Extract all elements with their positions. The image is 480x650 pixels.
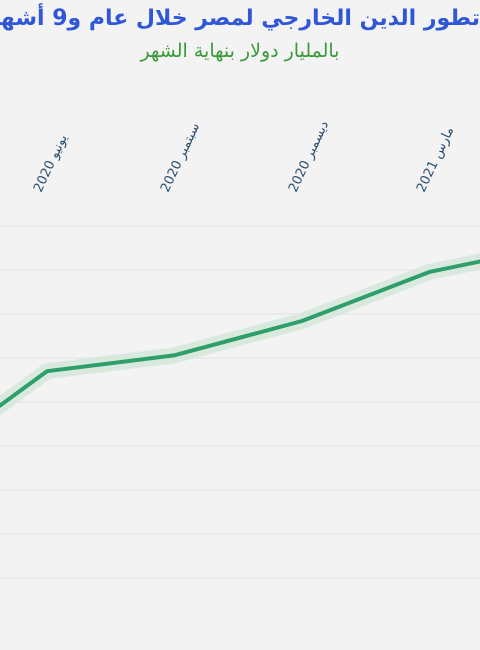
series-line (0, 259, 480, 409)
x-tick-label: يونيو 2020 (31, 132, 71, 195)
chart-title: تطور الدين الخارجي لمصر خلال عام و9 أشهر (0, 6, 480, 31)
x-tick-label: سبتمبر 2020 (158, 121, 203, 195)
chart-subtitle: بالمليار دولار بنهاية الشهر (140, 40, 340, 62)
x-tick-label: ديسمبر 2020 (286, 119, 332, 195)
x-tick-label: مارس 2021 (414, 125, 457, 195)
